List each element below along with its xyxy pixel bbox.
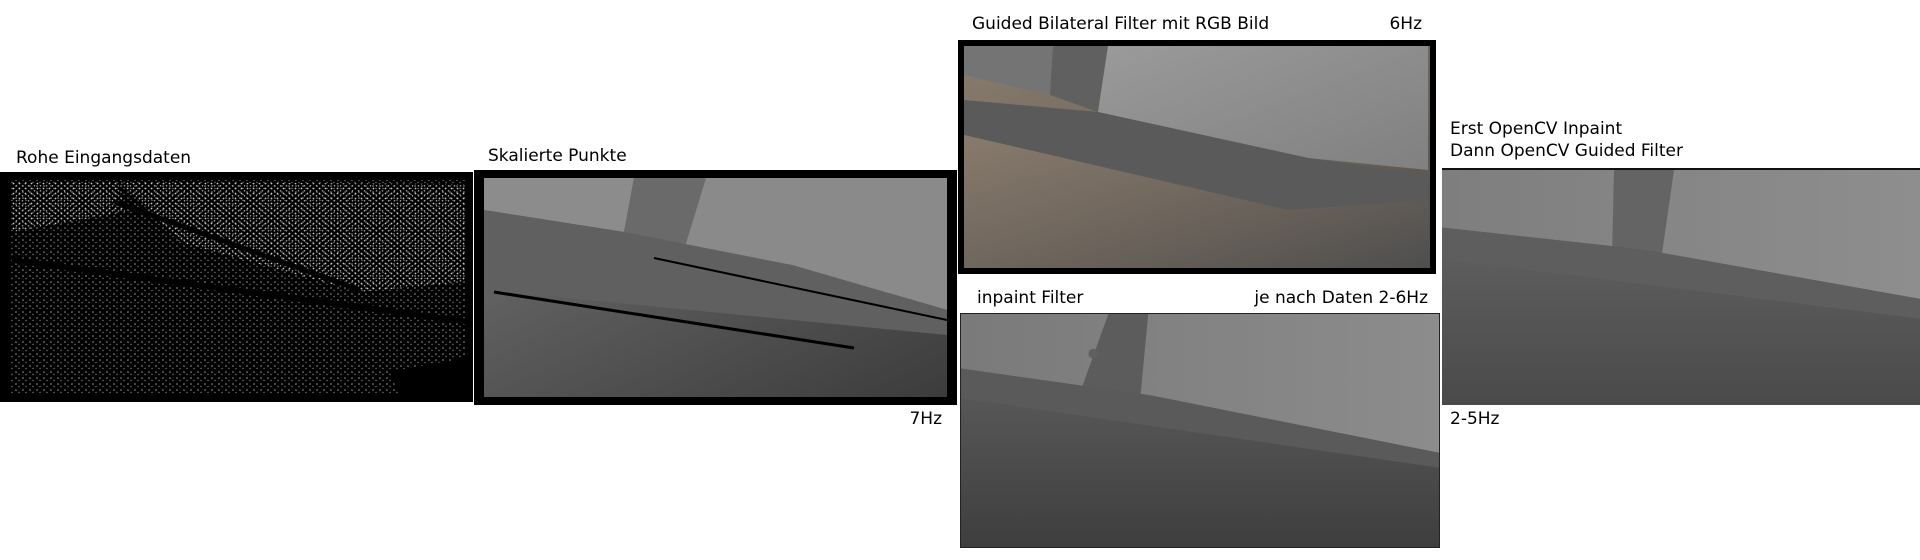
scaled-points-image [474, 170, 957, 405]
opencv-inpaint-guided-image [1442, 168, 1920, 405]
panel-4-title: inpaint Filter [977, 288, 1084, 308]
panel-3-rate: 6Hz [1389, 14, 1422, 34]
guided-bilateral-image [958, 40, 1436, 274]
panel-5-title-line-1: Erst OpenCV Inpaint [1450, 119, 1623, 139]
panel-2-rate: 7Hz [909, 409, 942, 429]
panel-5-title-line-2: Dann OpenCV Guided Filter [1450, 141, 1683, 161]
panel-4-rate: je nach Daten 2-6Hz [1254, 288, 1428, 308]
raw-depth-image [0, 172, 473, 402]
panel-2-title: Skalierte Punkte [488, 146, 627, 166]
inpaint-filter-image [960, 313, 1440, 548]
panel-3-title: Guided Bilateral Filter mit RGB Bild [972, 14, 1270, 34]
panel-1-title: Rohe Eingangsdaten [16, 148, 192, 168]
panel-5-rate: 2-5Hz [1450, 409, 1500, 429]
